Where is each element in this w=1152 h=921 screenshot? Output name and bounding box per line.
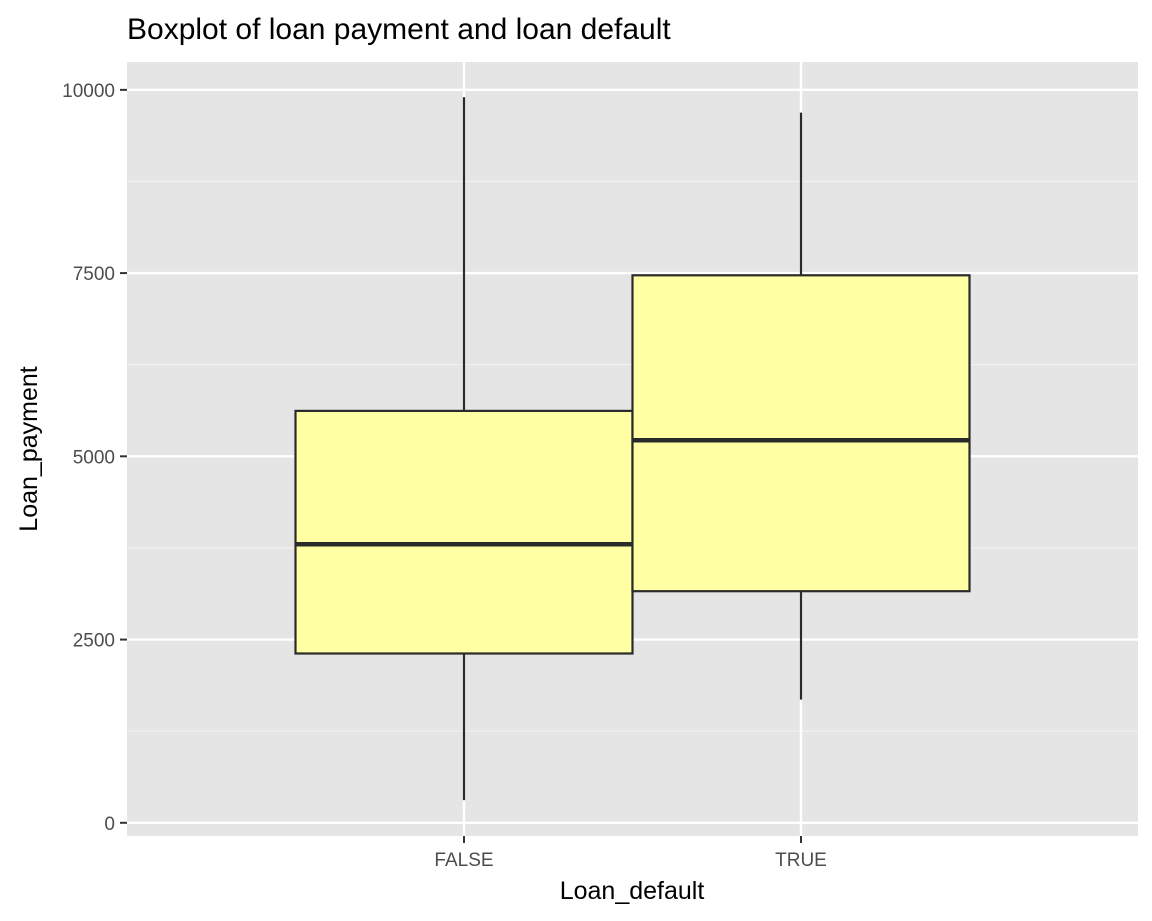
y-axis-title: Loan_payment — [15, 366, 43, 531]
box-body — [631, 274, 971, 593]
y-tick-label: 0 — [104, 814, 115, 835]
y-tick-label: 5000 — [73, 447, 115, 468]
box-body — [294, 409, 634, 655]
y-tick-label: 10000 — [62, 81, 115, 102]
y-axis: 0 2500 5000 7500 10000 — [62, 81, 127, 835]
x-axis-title: Loan_default — [560, 877, 705, 905]
y-tick-label: 2500 — [73, 631, 115, 652]
chart-title: Boxplot of loan payment and loan default — [127, 13, 671, 46]
y-tick-label: 7500 — [73, 264, 115, 285]
box-false — [294, 97, 634, 801]
x-axis: FALSE TRUE — [434, 836, 827, 871]
box-true — [631, 112, 971, 700]
box-series — [294, 97, 971, 801]
x-tick-label: TRUE — [775, 850, 827, 871]
x-tick-label: FALSE — [434, 850, 493, 871]
